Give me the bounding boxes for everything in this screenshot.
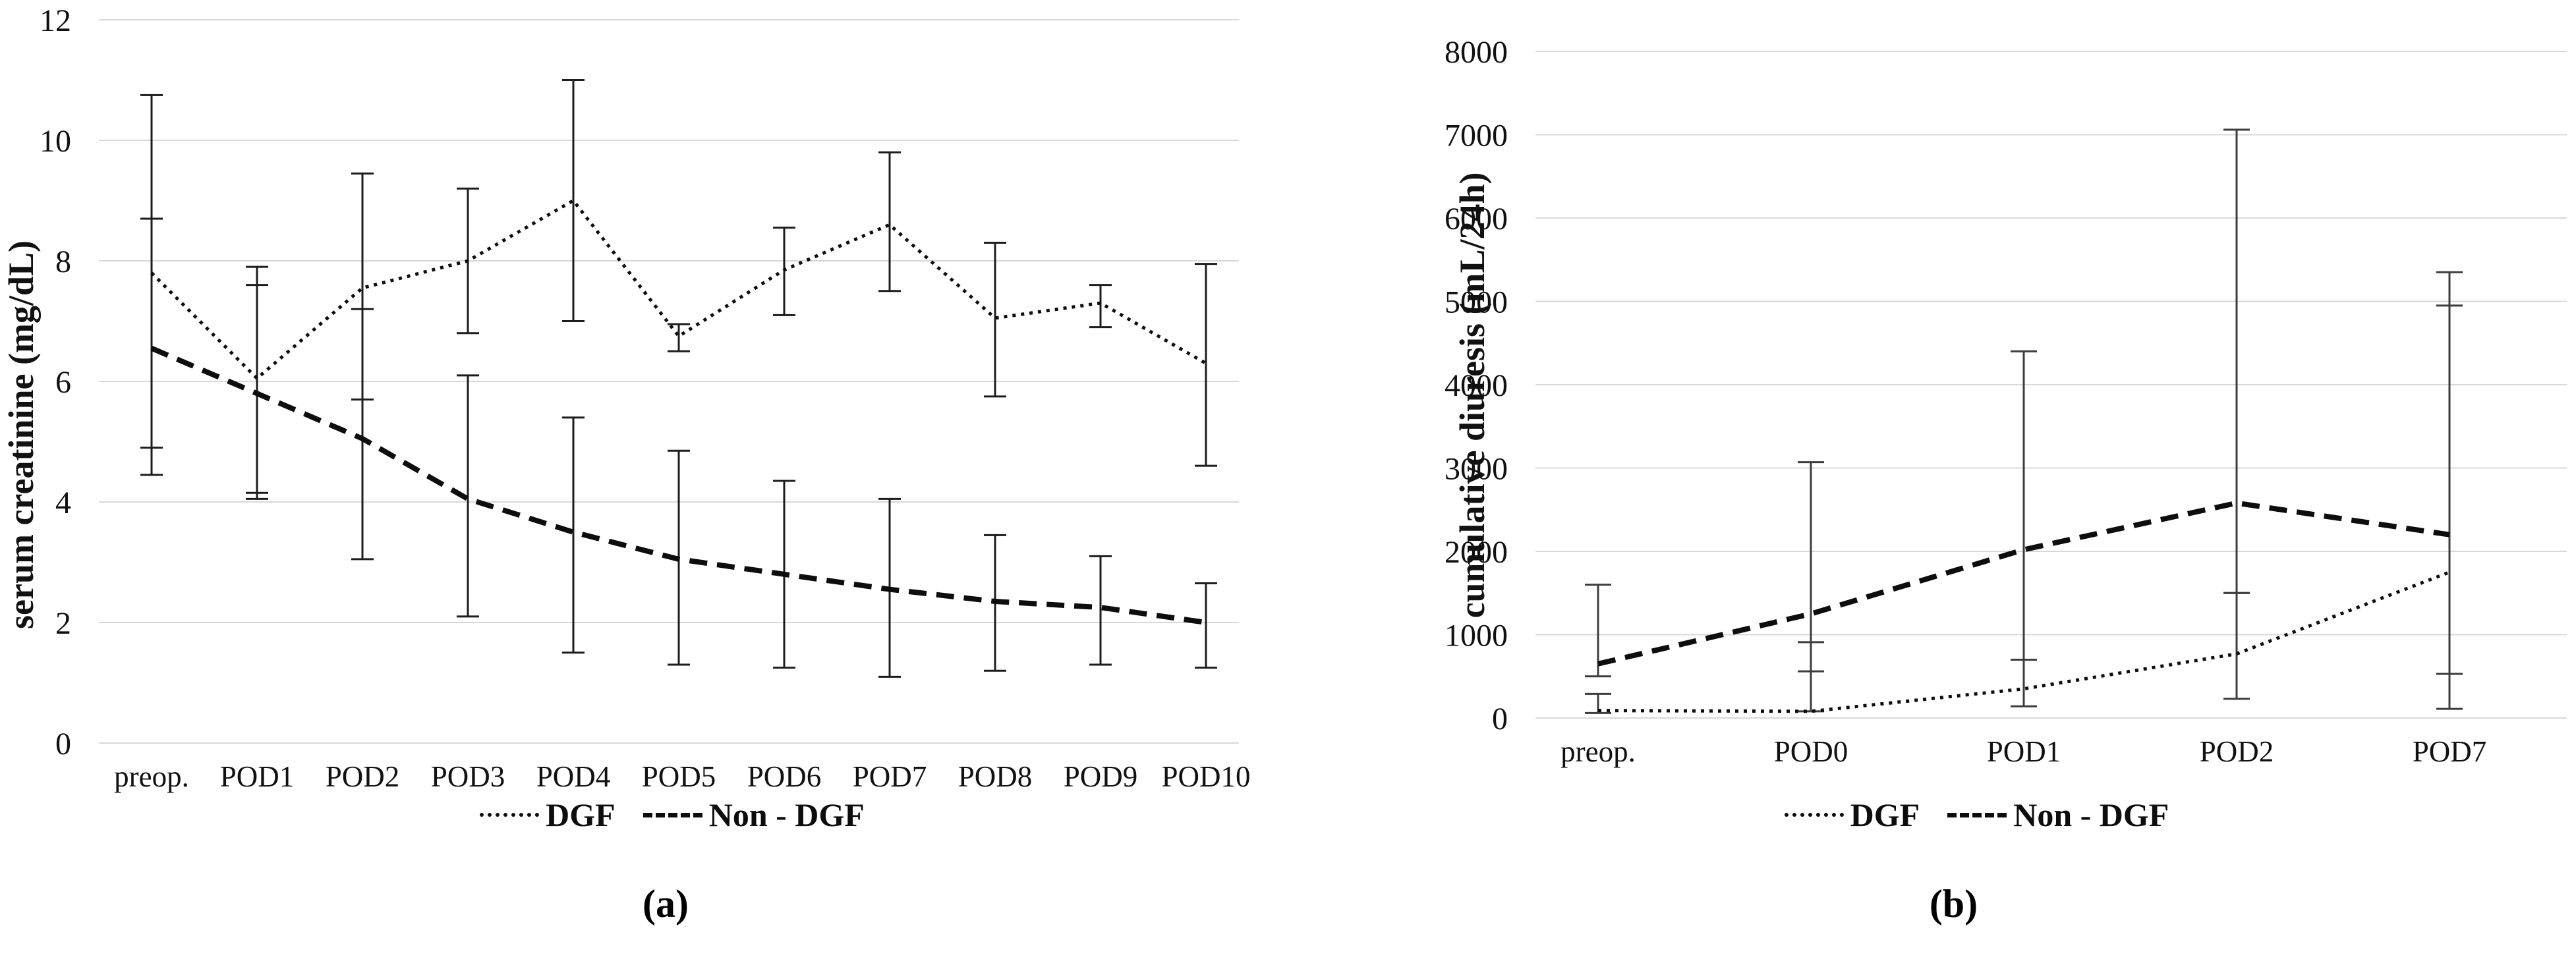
y-tick-label: 0 bbox=[55, 727, 71, 761]
x-tick-label: POD9 bbox=[1064, 760, 1138, 793]
x-tick-label: POD5 bbox=[642, 760, 716, 793]
y-tick-label: 2000 bbox=[1445, 535, 1508, 570]
Non - DGF-error-bars bbox=[140, 217, 1217, 678]
x-tick-label: POD6 bbox=[747, 760, 822, 793]
y-tick-label: 5000 bbox=[1445, 285, 1508, 320]
y-tick-label: 4 bbox=[55, 485, 71, 520]
x-tick-label: POD7 bbox=[853, 760, 927, 793]
chart-b-panel: 0 1000 2000 3000 4000 5000 6000 7000 8000 preop. P… bbox=[1252, 0, 2576, 967]
x-tick-label: POD10 bbox=[1161, 760, 1250, 793]
legend-label-dgf: DGF bbox=[546, 796, 615, 833]
y-tick-label: 6 bbox=[55, 365, 71, 400]
y-tick-label: 6000 bbox=[1445, 202, 1508, 236]
y-tick-label: 8 bbox=[55, 244, 71, 279]
x-tick-label: POD1 bbox=[1987, 735, 2061, 768]
legend-a: DGF Non - DGF bbox=[0, 796, 1298, 834]
legend-label-non-dgf: Non - DGF bbox=[708, 796, 865, 833]
y-tick-label: 7000 bbox=[1445, 119, 1508, 153]
y-tick-label: 2 bbox=[55, 606, 71, 641]
x-tick-label: preop. bbox=[1560, 735, 1636, 768]
x-tick-label: POD3 bbox=[431, 760, 505, 793]
y-tick-label: 1000 bbox=[1445, 619, 1508, 653]
Non - DGF-line bbox=[150, 345, 1207, 625]
Non - DGF-error-bars bbox=[1585, 128, 2463, 678]
gridlines bbox=[99, 19, 1239, 744]
y-tick-label: 3000 bbox=[1445, 452, 1508, 487]
x-tick-label: POD2 bbox=[2200, 735, 2274, 768]
x-tick-label: POD7 bbox=[2413, 735, 2487, 768]
dgf-line-sample bbox=[1784, 813, 1844, 817]
y-axis-title: serum creatinine (mg/dL) bbox=[1, 240, 41, 629]
chart-a-canvas: 0 2 4 6 8 10 12 preop. POD1 POD2 POD3 POD4 POD5 POD6 P… bbox=[1, 3, 1251, 793]
caption-b: (b) bbox=[1929, 882, 1978, 926]
legend-label-dgf: DGF bbox=[1850, 796, 1920, 833]
x-tick-label: preop. bbox=[114, 760, 189, 793]
y-tick-label: 8000 bbox=[1445, 35, 1508, 70]
x-tick-label: POD1 bbox=[220, 760, 295, 793]
y-tick-label: 12 bbox=[40, 3, 71, 38]
chart-b-canvas: 0 1000 2000 3000 4000 5000 6000 7000 8000 preop. P… bbox=[1445, 35, 2567, 768]
x-tick-label: POD2 bbox=[326, 760, 400, 793]
gridlines bbox=[1535, 51, 2567, 719]
y-tick-label: 4000 bbox=[1445, 368, 1508, 403]
non-dgf-line-sample bbox=[643, 812, 702, 817]
x-tick-label: POD0 bbox=[1774, 735, 1848, 768]
DGF-error-bars bbox=[140, 79, 1217, 494]
legend-label-non-dgf: Non - DGF bbox=[2013, 796, 2169, 833]
legend-b: DGF Non - DGF bbox=[1252, 796, 2576, 834]
x-tick-label: POD8 bbox=[958, 760, 1033, 793]
x-tick-label: POD4 bbox=[536, 760, 611, 793]
y-axis-title: cumulative diuresis (mL/24h) bbox=[1452, 172, 1492, 618]
dgf-line-sample bbox=[480, 813, 540, 817]
y-tick-label: 10 bbox=[40, 124, 71, 159]
DGF-line bbox=[150, 198, 1207, 381]
y-tick-label: 0 bbox=[1492, 702, 1508, 736]
Non - DGF-line bbox=[1597, 500, 2450, 667]
caption-a: (a) bbox=[643, 882, 689, 926]
non-dgf-line-sample bbox=[1947, 812, 2007, 817]
chart-a-panel: 0 2 4 6 8 10 12 preop. POD1 POD2 POD3 POD4 POD5 POD6 P… bbox=[0, 0, 1252, 967]
